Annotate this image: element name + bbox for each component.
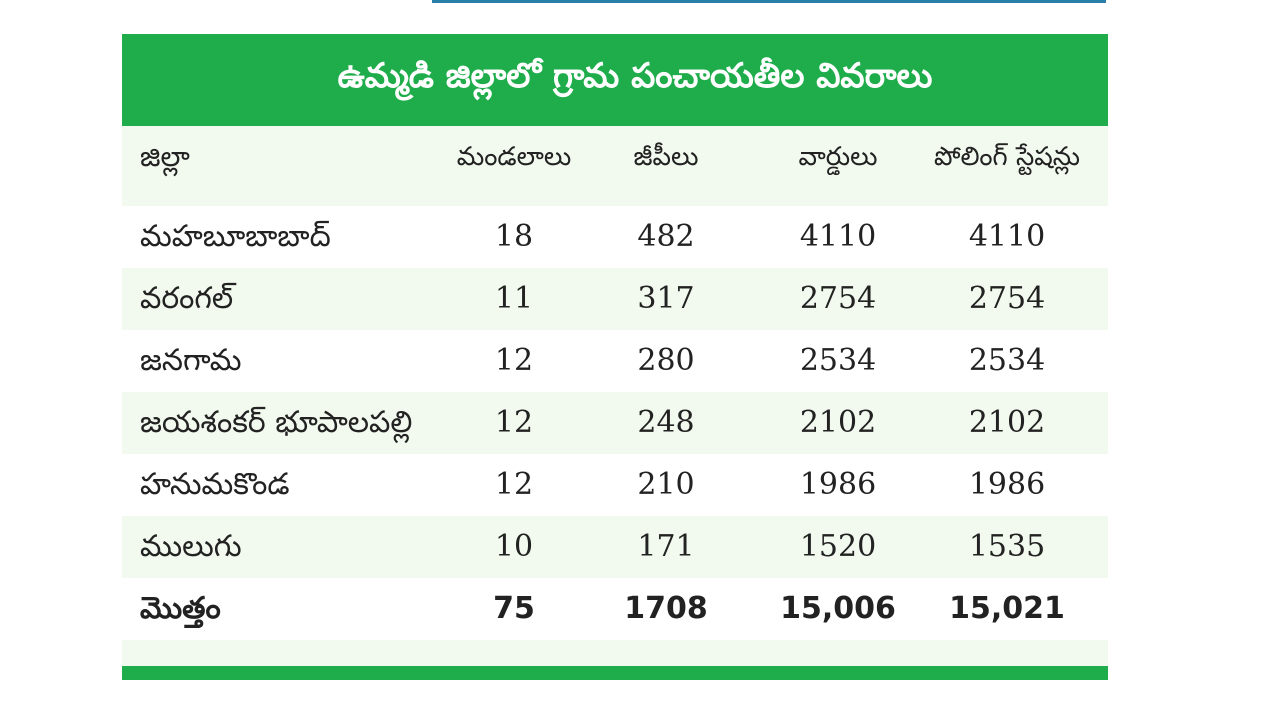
district-name: హనుమకొండ [140, 467, 290, 502]
gps-value: 248 [637, 405, 695, 440]
polling-stations-value: 4110 [968, 219, 1046, 254]
district-name: వరంగల్ [140, 281, 234, 316]
polling-stations-value: 1986 [968, 467, 1046, 502]
wards-value: 1520 [799, 529, 877, 564]
mandals-value: 11 [494, 281, 534, 316]
header-wards: వార్డులు [798, 142, 878, 172]
wards-value: 2754 [799, 281, 877, 316]
district-name: జయశంకర్ భూపాలపల్లి [140, 405, 413, 440]
gps-value: 482 [637, 219, 695, 254]
gps-value: 280 [637, 343, 695, 378]
mandals-value: 12 [494, 405, 534, 440]
table-row: వరంగల్ 11 317 2754 2754 [122, 268, 1108, 330]
mandals-value: 10 [494, 529, 534, 564]
table-header-row: జిల్లా మండలాలు జీపీలు వార్డులు పోలింగ్ స… [122, 126, 1108, 188]
district-name: మహబూబాబాద్ [140, 219, 331, 254]
total-label: మొత్తం [140, 591, 221, 626]
panchayat-table-card: ఉమ్మడి జిల్లాలో గ్రామ పంచాయతీల వివరాలు జ… [122, 34, 1108, 680]
polling-stations-value: 1535 [968, 529, 1046, 564]
wards-value: 2534 [799, 343, 877, 378]
bottom-divider [122, 666, 1108, 680]
total-mandals: 75 [493, 591, 535, 626]
table-row: జనగామ 12 280 2534 2534 [122, 330, 1108, 392]
mandals-value: 12 [494, 343, 534, 378]
mandals-value: 18 [494, 219, 534, 254]
table-total-row: మొత్తం 75 1708 15,006 15,021 [122, 578, 1108, 640]
polling-stations-value: 2102 [968, 405, 1046, 440]
table-row: మహబూబాబాద్ 18 482 4110 4110 [122, 206, 1108, 268]
polling-stations-value: 2534 [968, 343, 1046, 378]
table-row: హనుమకొండ 12 210 1986 1986 [122, 454, 1108, 516]
table-row: జయశంకర్ భూపాలపల్లి 12 248 2102 2102 [122, 392, 1108, 454]
mandals-value: 12 [494, 467, 534, 502]
wards-value: 4110 [799, 219, 877, 254]
table-title: ఉమ్మడి జిల్లాలో గ్రామ పంచాయతీల వివరాలు [122, 34, 1108, 126]
top-divider [432, 0, 1106, 3]
gps-value: 210 [637, 467, 695, 502]
header-mandals: మండలాలు [456, 142, 572, 172]
header-district: జిల్లా [140, 140, 190, 173]
header-gps: జీపీలు [633, 142, 699, 172]
wards-value: 2102 [799, 405, 877, 440]
polling-stations-value: 2754 [968, 281, 1046, 316]
total-gps: 1708 [624, 591, 708, 626]
district-name: ములుగు [140, 529, 242, 564]
header-polling-stations: పోలింగ్ స్టేషన్లు [934, 142, 1080, 172]
total-wards: 15,006 [780, 591, 896, 626]
gps-value: 171 [637, 529, 695, 564]
gps-value: 317 [637, 281, 695, 316]
district-name: జనగామ [140, 343, 242, 378]
wards-value: 1986 [799, 467, 877, 502]
total-polling-stations: 15,021 [949, 591, 1065, 626]
table-row: ములుగు 10 171 1520 1535 [122, 516, 1108, 578]
